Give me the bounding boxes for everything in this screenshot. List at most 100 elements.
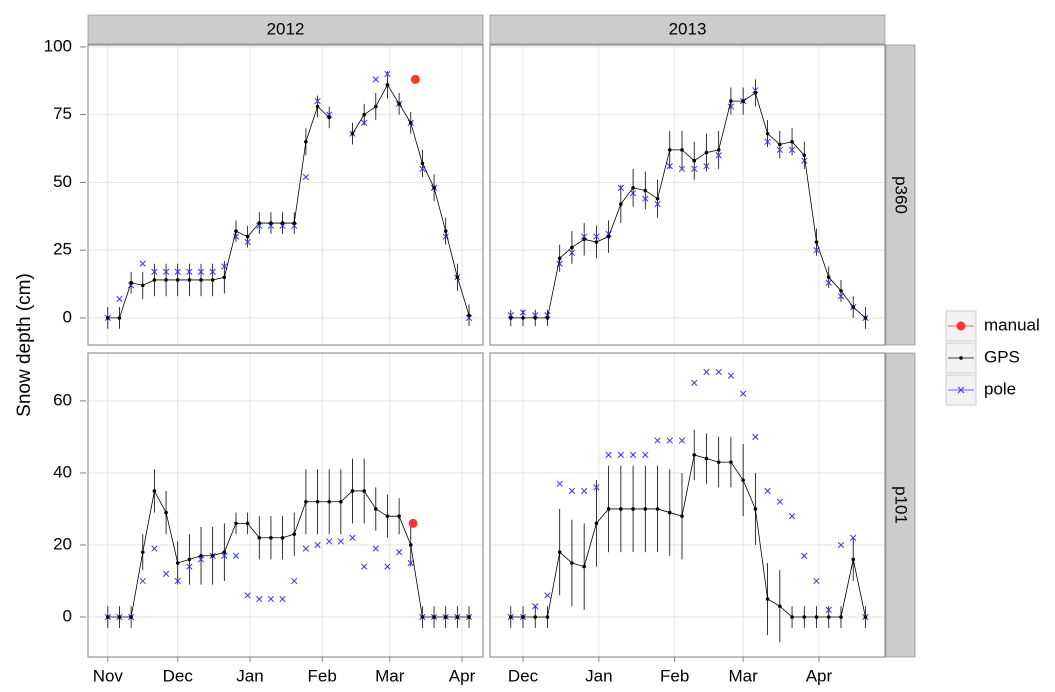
gps-point	[680, 514, 684, 518]
panel-border	[489, 352, 886, 658]
gps-point	[619, 507, 623, 511]
pole-point	[788, 146, 796, 154]
pole-point	[197, 556, 205, 563]
x-tick-label: Nov	[93, 666, 124, 685]
y-tick-label: 0	[63, 307, 72, 326]
pole-point	[703, 368, 710, 376]
gps-point	[397, 102, 401, 106]
gps-point	[467, 615, 471, 619]
gps-point	[443, 229, 448, 233]
gps-point	[765, 131, 770, 136]
facet-strip	[87, 14, 484, 45]
manual-point	[410, 74, 420, 84]
panel	[490, 45, 885, 345]
pole-point	[764, 138, 771, 145]
gps-point	[557, 256, 562, 261]
pole-point	[727, 372, 735, 379]
pole-point	[678, 165, 686, 173]
pole-point	[256, 222, 263, 229]
pole-point	[407, 559, 414, 567]
gps-point	[234, 229, 238, 233]
gps-point	[280, 535, 285, 540]
gps-line	[107, 489, 470, 618]
gps-point	[753, 91, 758, 95]
gps-point	[164, 510, 168, 515]
x-tick-label: Dec	[163, 666, 194, 685]
gps-point	[362, 112, 366, 117]
y-tick-label: 20	[53, 534, 72, 553]
gps-point	[374, 104, 378, 109]
gps-point	[385, 83, 390, 87]
pole-point	[244, 238, 251, 246]
gps-point	[106, 316, 110, 320]
gps-point	[814, 615, 819, 619]
gps-point	[533, 316, 538, 320]
gps-point	[117, 316, 122, 320]
legend-label: manual	[984, 315, 1040, 334]
gps-point	[839, 615, 843, 619]
gps-point	[533, 615, 538, 619]
gps-point	[234, 521, 238, 526]
gps-point	[570, 561, 574, 565]
x-tick-label: Jan	[236, 666, 263, 685]
gps-point	[350, 489, 355, 493]
pole-point	[267, 222, 275, 229]
gps-point	[432, 615, 436, 619]
gps-point	[545, 316, 550, 320]
gps-point	[643, 507, 648, 511]
pole-point	[617, 184, 625, 191]
pole-point	[593, 233, 600, 240]
x-tick-label: Mar	[729, 666, 759, 685]
gps-point	[117, 615, 122, 619]
gps-line	[510, 92, 866, 319]
pole-point	[764, 487, 771, 495]
x-tick-label: Dec	[508, 666, 539, 685]
pole-point	[666, 162, 673, 170]
pole-point	[291, 577, 298, 585]
gps-point	[716, 460, 721, 464]
gps-point	[582, 237, 586, 242]
y-tick-label: 100	[44, 36, 72, 55]
pole-point	[776, 146, 783, 154]
gps-point	[704, 150, 709, 155]
gps-point	[339, 499, 343, 504]
pole-point	[221, 552, 228, 559]
pole-point	[349, 534, 356, 541]
pole-point	[384, 563, 391, 570]
y-tick-label: 25	[53, 240, 72, 259]
gps-point	[729, 99, 733, 103]
gps-point	[606, 507, 611, 511]
gps-point	[269, 221, 273, 225]
gps-point	[304, 499, 308, 504]
gps-point	[594, 240, 599, 244]
legend-label: GPS	[984, 347, 1020, 366]
pole-point	[360, 119, 368, 126]
gps-point	[582, 564, 586, 569]
x-tick-label: Apr	[449, 666, 476, 685]
pole-point	[801, 552, 808, 559]
facet-label: 2012	[267, 19, 305, 38]
gps-point	[443, 615, 448, 619]
pole-point	[825, 279, 832, 286]
pole-point	[568, 487, 576, 495]
gps-point	[814, 240, 819, 244]
pole-point	[465, 314, 473, 322]
x-tick-label: Feb	[660, 666, 689, 685]
panel	[490, 353, 885, 657]
gps-point	[199, 278, 203, 282]
pole-point	[209, 268, 216, 275]
legend-symbol	[956, 321, 966, 331]
gps-point	[129, 280, 133, 285]
pole-point	[174, 577, 181, 585]
pole-point	[314, 541, 321, 549]
gps-point	[140, 550, 145, 554]
pole-point	[532, 312, 539, 319]
gps-point	[222, 550, 227, 554]
pole-point	[186, 563, 193, 570]
pole-point	[139, 577, 146, 585]
gps-point	[692, 453, 697, 457]
pole-point	[850, 534, 857, 541]
panel-border	[87, 44, 484, 346]
y-tick-label: 50	[53, 172, 72, 191]
pole-point	[326, 538, 333, 545]
